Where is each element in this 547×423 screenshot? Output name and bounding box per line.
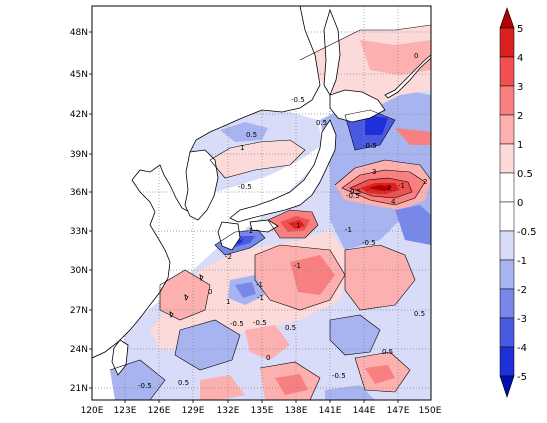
colorbar-segment <box>499 85 515 116</box>
contour-label: -1 <box>398 182 405 190</box>
colorbar: 5 4 3 2 1 0.5 0 -0.5 -1 -2 -3 -4 -5 <box>499 7 537 398</box>
colorbar-label: -3 <box>517 314 527 325</box>
contour-label: 0.5 <box>316 119 327 127</box>
lon-tick-label: 138E <box>285 406 308 416</box>
lon-tick-label: 129E <box>182 406 205 416</box>
colorbar-segment <box>499 172 515 203</box>
colorbar-label: 0.5 <box>517 169 533 180</box>
contour-label: -0.5 <box>362 239 376 247</box>
colorbar-label: -2 <box>517 285 527 296</box>
contour-label: -0.5 <box>332 372 346 380</box>
colorbar-label: -1 <box>517 256 527 267</box>
lat-tick-label: 36N <box>70 188 88 198</box>
colorbar-label: -0.5 <box>517 227 537 238</box>
hokkaido-island <box>329 89 386 123</box>
lat-tick-label: 48N <box>70 28 88 38</box>
lat-tick-label: 27N <box>70 306 88 316</box>
contour-label: 0 <box>208 288 212 296</box>
contour-label: 2 <box>423 178 427 186</box>
colorbar-segment <box>499 230 515 261</box>
contour-label: 0.5 <box>414 310 425 318</box>
taiwan-island <box>111 339 129 376</box>
contour-label: 0.5 <box>178 379 189 387</box>
contour-label: -0.5 <box>138 382 152 390</box>
contour-label: 0.5 <box>246 131 257 139</box>
colorbar-label: 5 <box>517 24 523 35</box>
contour-label: 2 <box>387 184 391 192</box>
lat-tick-label: 30N <box>70 266 88 276</box>
colorbar-label: 4 <box>517 53 523 64</box>
lat-tick-label: 42N <box>70 110 88 120</box>
contour-label: -1 <box>246 227 253 235</box>
lon-tick-label: 135E <box>251 406 274 416</box>
latitude-axis: 48N 45N 42N 39N 36N 33N 30N 27N 24N 21N <box>70 28 92 394</box>
lat-tick-label: 33N <box>70 227 88 237</box>
colorbar-segment <box>499 259 515 290</box>
map-plot-area: -0.5 -0.5 -1 0.5 1 -1 0.5 -1 1 -1 -0.5 -… <box>92 6 431 400</box>
colorbar-segment <box>499 143 515 174</box>
colorbar-label: 1 <box>517 140 523 151</box>
colorbar-segments <box>499 27 515 377</box>
map-frame <box>91 5 432 401</box>
contour-label: -1 <box>345 226 352 234</box>
contour-lines <box>109 24 431 400</box>
colorbar-segment <box>499 317 515 348</box>
colorbar-segment <box>499 56 515 87</box>
contour-label: -0.5 <box>238 183 252 191</box>
colorbar-top-arrow <box>499 7 515 29</box>
lon-tick-label: 144E <box>353 406 376 416</box>
colorbar-label: 0 <box>517 198 523 209</box>
lon-tick-label: 147E <box>387 406 410 416</box>
contour-label: 0.5 <box>382 348 393 356</box>
contour-label: 1 <box>296 222 300 230</box>
lat-tick-label: 45N <box>70 70 88 80</box>
contour-labels: -0.5 -0.5 -1 0.5 1 -1 0.5 -1 1 -1 -0.5 -… <box>138 52 427 390</box>
colorbar-segment <box>499 288 515 319</box>
contour-label: 3 <box>372 168 376 176</box>
contour-label: -0.5 <box>253 319 267 327</box>
contour-label: 0.5 <box>285 324 296 332</box>
contour-label: -0.5 <box>291 96 305 104</box>
colorbar-label: -5 <box>517 372 527 383</box>
longitude-axis: 120E 123E 126E 129E 132E 135E 138E 141E … <box>81 400 442 416</box>
colorbar-label: -4 <box>517 343 527 354</box>
contour-label: -0.5 <box>230 320 244 328</box>
lat-tick-label: 21N <box>70 384 88 394</box>
contour-label: 4 <box>391 198 396 206</box>
lon-tick-label: 150E <box>419 406 442 416</box>
colorbar-label: 3 <box>517 82 523 93</box>
lon-tick-label: 120E <box>81 406 104 416</box>
lon-tick-label: 141E <box>319 406 342 416</box>
lon-tick-label: 126E <box>148 406 171 416</box>
lon-tick-label: 132E <box>217 406 240 416</box>
lat-tick-label: 39N <box>70 150 88 160</box>
contour-label: 0 <box>414 52 418 60</box>
contour-label: -0.5 <box>346 192 360 200</box>
colorbar-labels: 5 4 3 2 1 0.5 0 -0.5 -1 -2 -3 -4 -5 <box>517 24 537 383</box>
contour-label: -1 <box>256 281 263 289</box>
contour-label: -2 <box>225 253 232 261</box>
shikoku-island <box>249 219 279 233</box>
colorbar-bottom-arrow <box>499 375 515 398</box>
honshu-island <box>229 119 337 223</box>
colorbar-segment <box>499 346 515 377</box>
colorbar-segment <box>499 114 515 145</box>
contour-label: 1 <box>226 298 230 306</box>
contour-label: 0.5 <box>350 188 361 196</box>
lon-tick-label: 123E <box>114 406 137 416</box>
lat-tick-label: 24N <box>70 345 88 355</box>
contour-label: -1 <box>257 294 264 302</box>
contour-label: 1 <box>240 144 244 152</box>
contour-label: -1 <box>294 262 301 270</box>
colorbar-segment <box>499 27 515 58</box>
contour-label: 0 <box>266 354 270 362</box>
contour-label: -0.5 <box>363 142 377 150</box>
kuril-islands <box>384 54 431 99</box>
colorbar-segment <box>499 201 515 232</box>
colorbar-label: 2 <box>517 111 523 122</box>
